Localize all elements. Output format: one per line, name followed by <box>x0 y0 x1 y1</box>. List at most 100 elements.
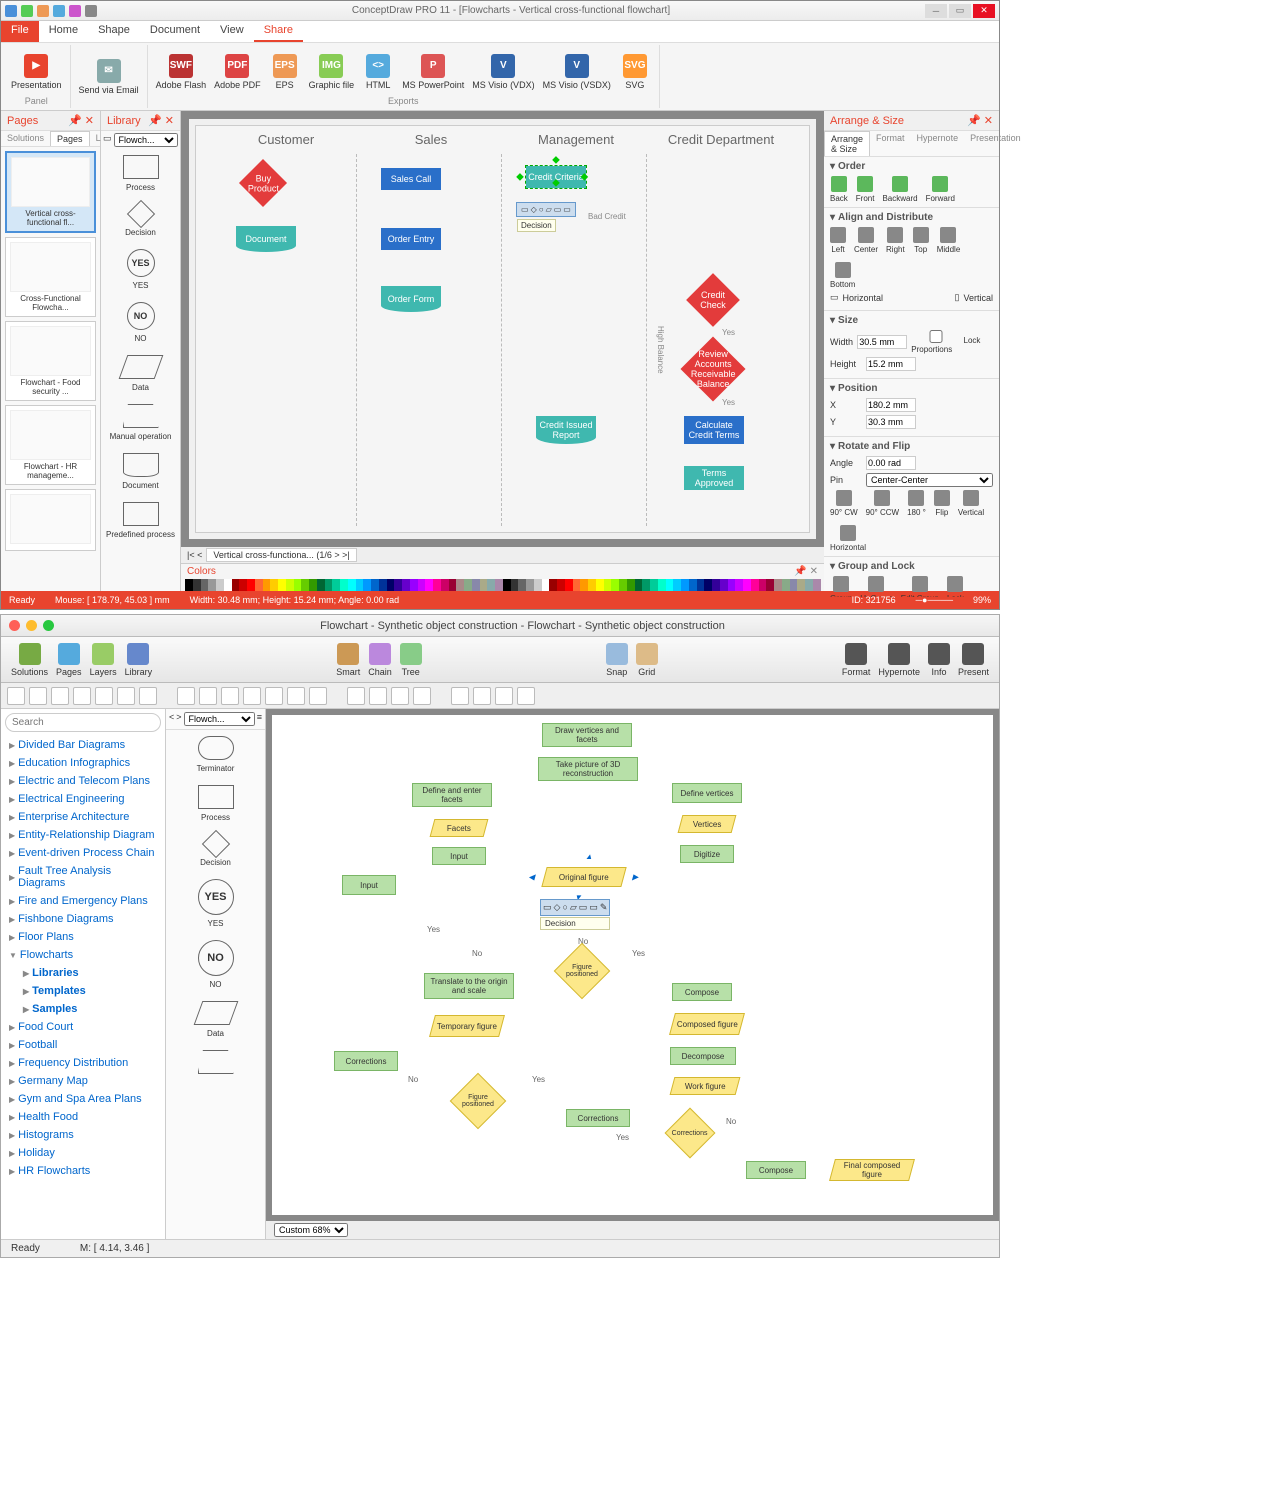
tree-item[interactable]: ▶Football <box>1 1036 165 1054</box>
color-swatch[interactable] <box>580 579 588 591</box>
flowchart-node[interactable]: Temporary figure <box>429 1015 505 1037</box>
tool-icon[interactable] <box>413 687 431 705</box>
page-thumbnail[interactable]: Vertical cross-functional fl... <box>5 151 96 233</box>
color-swatch[interactable] <box>728 579 736 591</box>
color-swatch[interactable] <box>332 579 340 591</box>
flowchart-node[interactable]: Take picture of 3D reconstruction <box>538 757 638 781</box>
angle-input[interactable] <box>866 456 916 470</box>
lib-nav-back-icon[interactable]: < <box>169 712 174 726</box>
color-swatch[interactable] <box>317 579 325 591</box>
tool-icon[interactable] <box>347 687 365 705</box>
prop-button[interactable]: Left <box>830 227 846 254</box>
align-header[interactable]: ▾ Align and Distribute <box>830 212 993 223</box>
ribbon-tab-document[interactable]: Document <box>140 21 210 42</box>
flowchart-node[interactable]: Compose <box>746 1161 806 1179</box>
tree-item[interactable]: ▶Holiday <box>1 1144 165 1162</box>
toolbar-button[interactable]: Smart <box>336 643 360 677</box>
page-thumbnail[interactable]: Cross-Functional Flowcha... <box>5 237 96 317</box>
tool-icon[interactable] <box>51 687 69 705</box>
tree-item[interactable]: ▶Entity-Relationship Diagram <box>1 826 165 844</box>
flowchart-node[interactable]: Define vertices <box>672 783 742 803</box>
tool-icon[interactable] <box>199 687 217 705</box>
lib-shape[interactable]: YESYES <box>101 243 180 296</box>
color-swatch[interactable] <box>301 579 309 591</box>
lib-shape[interactable]: Manual operation <box>101 398 180 447</box>
close-button[interactable] <box>9 620 20 631</box>
tool-icon[interactable] <box>265 687 283 705</box>
flowchart-node[interactable]: Corrections <box>566 1109 630 1127</box>
tool-icon[interactable] <box>287 687 305 705</box>
page-thumbnail[interactable]: Flowchart - HR manageme... <box>5 405 96 485</box>
tool-icon[interactable] <box>495 687 513 705</box>
flowchart-node[interactable]: Translate to the origin and scale <box>424 973 514 999</box>
tree-item[interactable]: ▶Food Court <box>1 1018 165 1036</box>
ribbon-btn[interactable]: PMS PowerPoint <box>400 52 466 92</box>
toolbar-button[interactable]: Info <box>928 643 950 677</box>
flowchart-node[interactable]: Final composed figure <box>829 1159 915 1181</box>
flowchart-node[interactable]: Original figure◀▶▲▼ <box>541 867 626 887</box>
tool-icon[interactable] <box>243 687 261 705</box>
lib-shape[interactable]: Decision <box>166 828 265 873</box>
color-swatch[interactable] <box>518 579 526 591</box>
canvas-tab[interactable]: Vertical cross-functiona... (1/6 > >| <box>206 548 356 562</box>
tool-icon[interactable] <box>451 687 469 705</box>
flowchart-node[interactable]: Yes <box>532 1075 545 1084</box>
color-swatch[interactable] <box>247 579 255 591</box>
flowchart-node[interactable]: Credit Criteria◆◆◆◆ <box>526 166 586 188</box>
toolbar-button[interactable]: Solutions <box>11 643 48 677</box>
height-input[interactable] <box>866 357 916 371</box>
properties-tab[interactable]: Arrange & Size <box>824 131 870 156</box>
flowchart-node[interactable]: No <box>408 1075 418 1084</box>
flowchart-node[interactable]: Buy Product <box>239 159 287 207</box>
toolbar-button[interactable]: Chain <box>368 643 392 677</box>
prop-button[interactable]: UnGroup <box>860 576 892 597</box>
prop-button[interactable]: Group <box>830 576 852 597</box>
flowchart-node[interactable]: Corrections <box>334 1051 398 1071</box>
ribbon-tab-home[interactable]: Home <box>39 21 88 42</box>
flowchart-node[interactable]: No <box>726 1117 736 1126</box>
color-swatch[interactable] <box>813 579 821 591</box>
color-swatch[interactable] <box>449 579 457 591</box>
color-swatch[interactable] <box>425 579 433 591</box>
pages-tab[interactable]: Pages <box>50 131 90 146</box>
rotate-header[interactable]: ▾ Rotate and Flip <box>830 441 993 452</box>
lib-shape[interactable]: Predefined process <box>101 496 180 545</box>
prop-button[interactable]: Forward <box>926 176 955 203</box>
minimize-button[interactable] <box>26 620 37 631</box>
color-swatch[interactable] <box>402 579 410 591</box>
color-swatch[interactable] <box>766 579 774 591</box>
qat-icon[interactable] <box>37 5 49 17</box>
color-swatch[interactable] <box>487 579 495 591</box>
flowchart-node[interactable]: ▭◇○▱▭▭✎Decision <box>540 899 610 930</box>
lock-proportions-checkbox[interactable] <box>911 330 961 343</box>
flowchart-node[interactable]: Terms Approved <box>684 466 744 490</box>
tab-nav-icon[interactable]: |< < <box>187 550 202 560</box>
color-swatch[interactable] <box>565 579 573 591</box>
color-swatch[interactable] <box>697 579 705 591</box>
color-swatch[interactable] <box>263 579 271 591</box>
prop-button[interactable]: Right <box>886 227 905 254</box>
color-swatch[interactable] <box>751 579 759 591</box>
ribbon-btn[interactable]: VMS Visio (VDX) <box>470 52 536 92</box>
prop-button[interactable]: Vertical <box>958 490 984 517</box>
prop-button[interactable]: Middle <box>937 227 961 254</box>
tree-item[interactable]: ▶Fire and Emergency Plans <box>1 892 165 910</box>
color-swatch[interactable] <box>185 579 193 591</box>
tool-icon[interactable] <box>29 687 47 705</box>
color-swatch[interactable] <box>201 579 209 591</box>
flowchart-node[interactable]: Order Form <box>381 286 441 312</box>
shape-toolbar[interactable]: ▭◇○▱▭▭✎ <box>540 899 610 916</box>
color-swatch[interactable] <box>743 579 751 591</box>
color-swatch[interactable] <box>356 579 364 591</box>
flowchart-node[interactable]: Yes <box>616 1133 629 1142</box>
flowchart-node[interactable]: Digitize <box>680 845 734 863</box>
flowchart-node[interactable]: Calculate Credit Terms <box>684 416 744 444</box>
close-button[interactable]: ✕ <box>973 4 995 18</box>
color-swatch[interactable] <box>534 579 542 591</box>
properties-tab[interactable]: Hypernote <box>911 131 965 156</box>
properties-tab[interactable]: Presentation <box>964 131 1027 156</box>
qat-icon[interactable] <box>53 5 65 17</box>
tree-item[interactable]: ▼Flowcharts <box>1 946 165 964</box>
color-swatch[interactable] <box>340 579 348 591</box>
flowchart-node[interactable]: Sales Call <box>381 168 441 190</box>
